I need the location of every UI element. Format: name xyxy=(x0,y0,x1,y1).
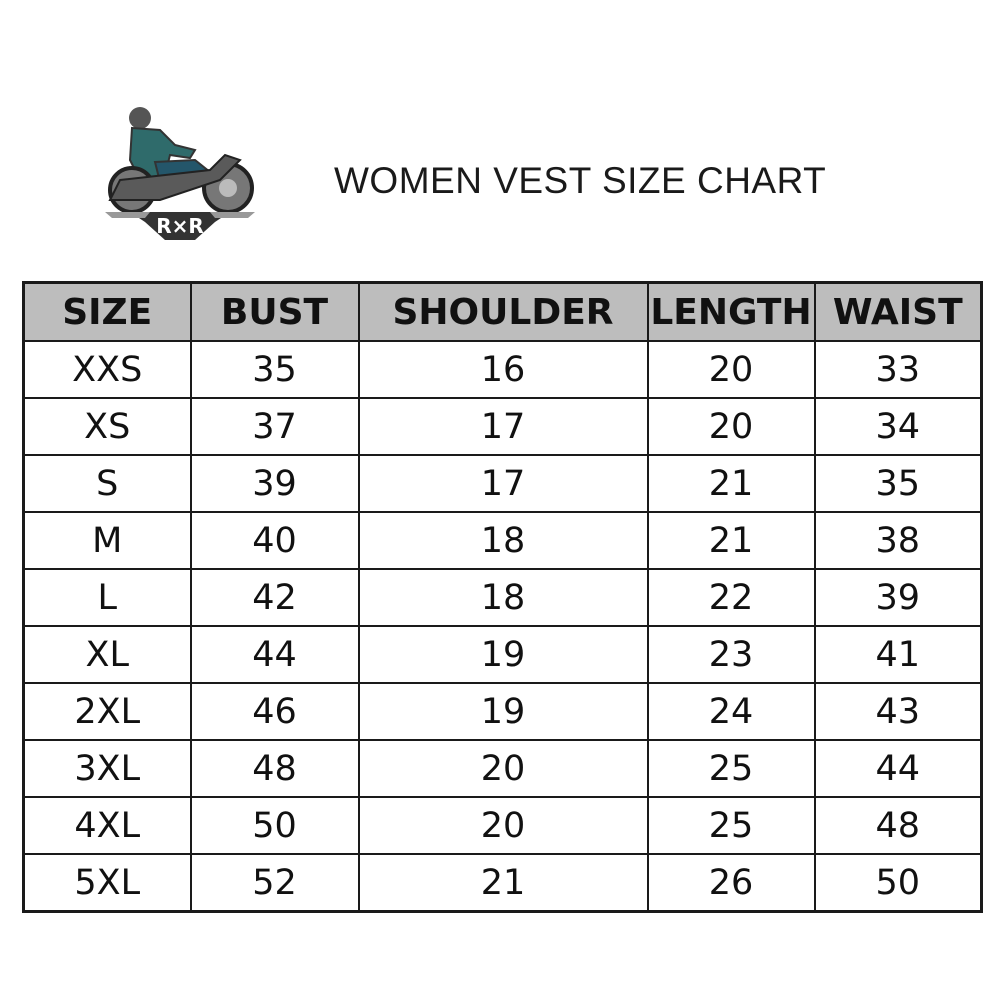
header-length: LENGTH xyxy=(646,281,816,342)
table-row: L 42 18 22 39 xyxy=(22,568,983,627)
cell-bust: 44 xyxy=(189,625,360,684)
motorcycle-rider-icon: R×R xyxy=(105,107,255,240)
cell-length: 25 xyxy=(646,796,816,855)
cell-shoulder: 18 xyxy=(357,511,649,570)
cell-waist: 39 xyxy=(813,568,983,627)
brand-logo: R×R xyxy=(100,100,260,245)
cell-waist: 50 xyxy=(813,853,983,913)
table-row: XXS 35 16 20 33 xyxy=(22,340,983,399)
cell-waist: 41 xyxy=(813,625,983,684)
cell-shoulder: 20 xyxy=(357,796,649,855)
cell-size: S xyxy=(22,454,192,513)
page-title: WOMEN VEST SIZE CHART xyxy=(334,160,827,201)
cell-length: 21 xyxy=(646,454,816,513)
cell-length: 21 xyxy=(646,511,816,570)
cell-bust: 37 xyxy=(189,397,360,456)
cell-size: XXS xyxy=(22,340,192,399)
cell-shoulder: 17 xyxy=(357,397,649,456)
cell-waist: 34 xyxy=(813,397,983,456)
cell-length: 20 xyxy=(646,340,816,399)
table-header-row: SIZE BUST SHOULDER LENGTH WAIST xyxy=(22,281,983,342)
cell-length: 23 xyxy=(646,625,816,684)
cell-size: 3XL xyxy=(22,739,192,798)
cell-bust: 48 xyxy=(189,739,360,798)
cell-shoulder: 18 xyxy=(357,568,649,627)
header-bust: BUST xyxy=(189,281,360,342)
size-chart-table: SIZE BUST SHOULDER LENGTH WAIST XXS 35 16 2… xyxy=(22,281,983,913)
cell-shoulder: 19 xyxy=(357,625,649,684)
cell-waist: 38 xyxy=(813,511,983,570)
logo-lettering: R×R xyxy=(156,214,204,238)
cell-length: 24 xyxy=(646,682,816,741)
cell-bust: 39 xyxy=(189,454,360,513)
cell-size: M xyxy=(22,511,192,570)
table-row: 4XL 50 20 25 48 xyxy=(22,796,983,855)
cell-waist: 33 xyxy=(813,340,983,399)
cell-bust: 46 xyxy=(189,682,360,741)
table-row: XS 37 17 20 34 xyxy=(22,397,983,456)
cell-size: 2XL xyxy=(22,682,192,741)
cell-length: 25 xyxy=(646,739,816,798)
cell-length: 20 xyxy=(646,397,816,456)
cell-shoulder: 16 xyxy=(357,340,649,399)
cell-size: XS xyxy=(22,397,192,456)
cell-shoulder: 17 xyxy=(357,454,649,513)
table-row: S 39 17 21 35 xyxy=(22,454,983,513)
cell-waist: 35 xyxy=(813,454,983,513)
header-shoulder: SHOULDER xyxy=(357,281,649,342)
cell-size: L xyxy=(22,568,192,627)
cell-bust: 52 xyxy=(189,853,360,913)
cell-bust: 40 xyxy=(189,511,360,570)
table-row: 3XL 48 20 25 44 xyxy=(22,739,983,798)
cell-bust: 35 xyxy=(189,340,360,399)
table-row: XL 44 19 23 41 xyxy=(22,625,983,684)
header-size: SIZE xyxy=(22,281,192,342)
cell-waist: 43 xyxy=(813,682,983,741)
table-row: M 40 18 21 38 xyxy=(22,511,983,570)
cell-size: 5XL xyxy=(22,853,192,913)
cell-bust: 50 xyxy=(189,796,360,855)
cell-length: 22 xyxy=(646,568,816,627)
cell-waist: 44 xyxy=(813,739,983,798)
cell-shoulder: 20 xyxy=(357,739,649,798)
cell-length: 26 xyxy=(646,853,816,913)
cell-size: 4XL xyxy=(22,796,192,855)
cell-size: XL xyxy=(22,625,192,684)
table-row: 2XL 46 19 24 43 xyxy=(22,682,983,741)
cell-shoulder: 21 xyxy=(357,853,649,913)
table-row: 5XL 52 21 26 50 xyxy=(22,853,983,913)
cell-shoulder: 19 xyxy=(357,682,649,741)
header-waist: WAIST xyxy=(813,281,983,342)
cell-bust: 42 xyxy=(189,568,360,627)
cell-waist: 48 xyxy=(813,796,983,855)
